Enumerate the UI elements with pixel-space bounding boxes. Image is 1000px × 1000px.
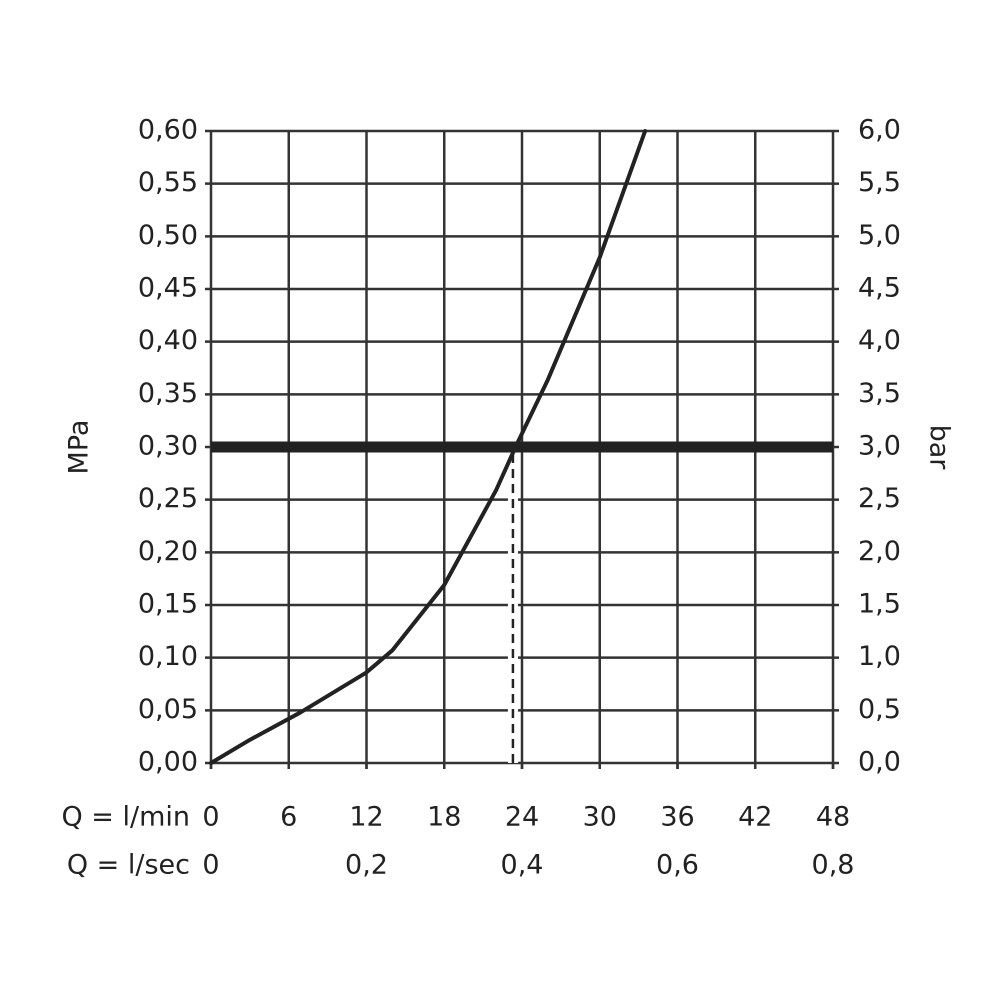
y2-tick-label: 1,5 bbox=[858, 589, 901, 620]
y-tick-label: 0,55 bbox=[138, 167, 198, 198]
y-tick-label: 0,35 bbox=[138, 378, 198, 409]
y2-tick-label: 4,0 bbox=[858, 325, 901, 356]
x-tick-label: 42 bbox=[738, 802, 772, 833]
y2-tick-label: 6,0 bbox=[858, 115, 901, 146]
y2-tick-label: 2,5 bbox=[858, 483, 901, 514]
x-tick-label: 12 bbox=[349, 802, 383, 833]
y2-axis-label: bar bbox=[924, 425, 955, 471]
y-tick-label: 0,45 bbox=[138, 273, 198, 304]
x-tick-label: 36 bbox=[660, 802, 694, 833]
x-axis-label: Q = l/min bbox=[61, 802, 190, 833]
y2-tick-label: 5,5 bbox=[858, 167, 901, 198]
x-tick-label: 48 bbox=[816, 802, 850, 833]
y2-tick-label: 0,5 bbox=[858, 694, 901, 725]
y2-tick-label: 4,5 bbox=[858, 273, 901, 304]
y-tick-label: 0,30 bbox=[138, 431, 198, 462]
y-tick-label: 0,15 bbox=[138, 589, 198, 620]
x-tick-label: 6 bbox=[280, 802, 297, 833]
y-tick-label: 0,20 bbox=[138, 536, 198, 567]
y-tick-label: 0,10 bbox=[138, 641, 198, 672]
x2-tick-label: 0,2 bbox=[345, 850, 388, 881]
y-tick-label: 0,40 bbox=[138, 325, 198, 356]
y-tick-label: 0,25 bbox=[138, 483, 198, 514]
y2-tick-label: 3,5 bbox=[858, 378, 901, 409]
y-tick-label: 0,60 bbox=[138, 115, 198, 146]
x2-axis-label: Q = l/sec bbox=[67, 850, 190, 881]
x2-tick-label: 0,6 bbox=[656, 850, 699, 881]
x-tick-label: 30 bbox=[583, 802, 617, 833]
y2-tick-label: 3,0 bbox=[858, 431, 901, 462]
y2-tick-label: 2,0 bbox=[858, 536, 901, 567]
x2-tick-label: 0,4 bbox=[501, 850, 544, 881]
y-tick-label: 0,05 bbox=[138, 694, 198, 725]
y2-tick-label: 1,0 bbox=[858, 641, 901, 672]
y2-tick-label: 5,0 bbox=[858, 220, 901, 251]
y-axis-label: MPa bbox=[64, 420, 95, 475]
y-tick-label: 0,50 bbox=[138, 220, 198, 251]
x2-tick-label: 0 bbox=[202, 850, 219, 881]
data-line bbox=[209, 129, 648, 765]
x2-tick-label: 0,8 bbox=[812, 850, 855, 881]
x-tick-label: 18 bbox=[427, 802, 461, 833]
y-tick-label: 0,00 bbox=[138, 747, 198, 778]
x-tick-label: 0 bbox=[202, 802, 219, 833]
y2-tick-label: 0,0 bbox=[858, 747, 901, 778]
x-tick-label: 24 bbox=[505, 802, 539, 833]
